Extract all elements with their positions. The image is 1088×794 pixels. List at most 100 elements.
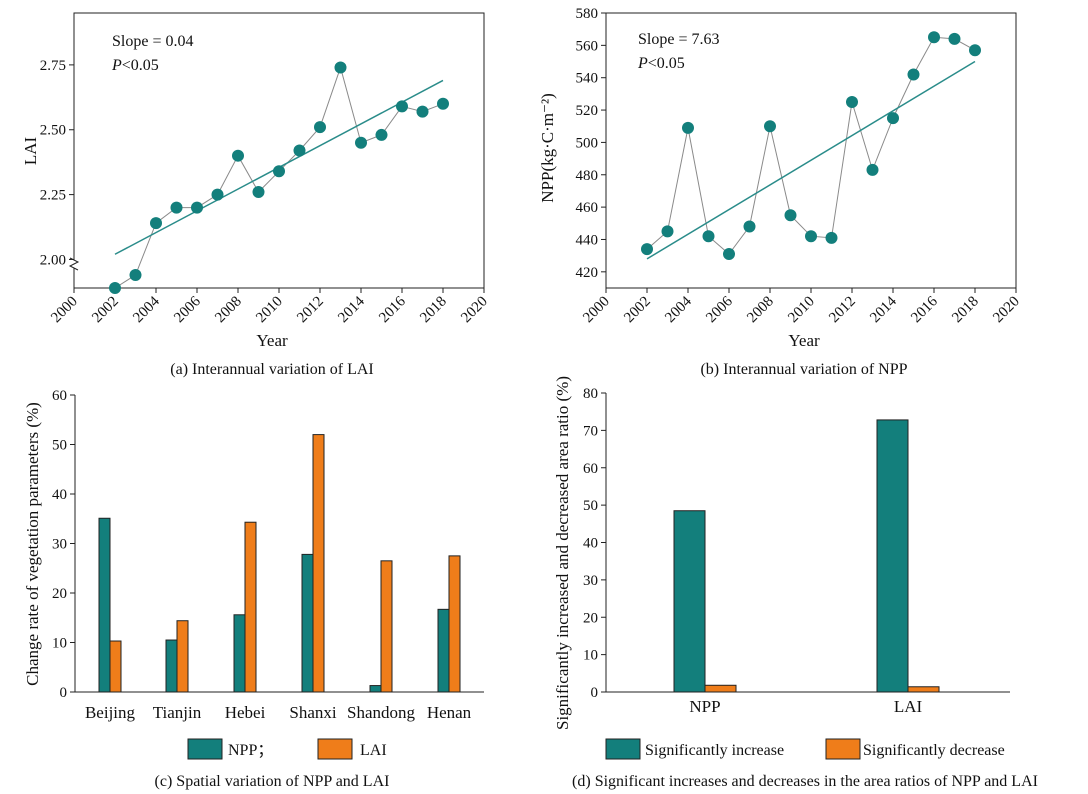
panel-d-ytick-label: 70 (583, 423, 598, 439)
panel-b-data-point (866, 163, 879, 176)
panel-b-xtick-label: 2014 (867, 293, 900, 326)
panel-c-category-label: Shandong (347, 703, 416, 722)
panel-d-ytick-label: 20 (583, 610, 598, 626)
panel-c-ytick-label: 20 (52, 586, 67, 602)
panel-a-data-point (437, 97, 449, 110)
panel-b-xtick-label: 2008 (744, 294, 777, 327)
panel-c-ytick-label: 30 (52, 537, 67, 553)
panel-c-region-bar-chart: Change rate of vegetation parameters (%)… (23, 388, 484, 790)
panel-a-data-point (129, 269, 142, 282)
panel-b-data-point (702, 230, 715, 243)
panel-c-bar-b (244, 521, 257, 693)
panel-c-category-label: Tianjin (153, 703, 202, 722)
panel-b-xtick-label: 2010 (785, 294, 818, 327)
panel-a-xlabel: Year (256, 331, 288, 350)
panel-a-pvalue: P<0.05 (111, 57, 159, 74)
panel-d-bar-b (907, 686, 940, 693)
panel-d-bar-a (673, 510, 706, 693)
panel-c-ytick-label: 60 (52, 388, 67, 404)
panel-b-series-line (646, 36, 976, 255)
panel-d-legend-label-increase: Significantly increase (645, 742, 784, 759)
panel-c-legend-swatch-lai (317, 738, 353, 760)
panel-b-xtick-label: 2000 (580, 294, 613, 327)
panel-b-trend-line (646, 60, 976, 260)
panel-b-ytick-label: 540 (576, 71, 599, 87)
panel-a-data-point (375, 128, 388, 141)
panel-c-category-label: Hebei (225, 703, 266, 722)
panel-b-data-point (928, 31, 940, 44)
panel-c-bar-b (448, 555, 461, 693)
panel-a-caption: (a) Interannual variation of LAI (170, 361, 373, 378)
panel-a-data-point (416, 105, 429, 118)
panel-b-xtick-label: 2016 (908, 293, 941, 326)
panel-b-data-point (723, 248, 735, 261)
panel-d-ytick-label: 80 (583, 386, 598, 402)
panel-c-ytick-label: 0 (60, 685, 68, 701)
panel-c-bar-a (369, 685, 382, 693)
panel-a-data-point (211, 188, 224, 201)
panel-b-data-point (682, 121, 694, 134)
panel-b-ytick-label: 520 (576, 103, 599, 119)
panel-a-data-point (109, 282, 121, 294)
panel-b-ylabel: NPP(kg·C·m⁻²) (538, 93, 557, 202)
panel-a-lai-chart: Slope = 0.04 P<0.05 LAI Year (a) Interan… (21, 12, 491, 378)
panel-a-xtick-label: 2014 (335, 293, 368, 326)
panel-b-ytick-label: 440 (576, 232, 599, 248)
panel-d-category-label: LAI (894, 697, 923, 716)
panel-b-xtick-label: 2006 (703, 293, 736, 326)
panel-c-category-label: Shanxi (289, 703, 337, 722)
panel-a-xtick-label: 2004 (130, 293, 163, 326)
panel-b-data-point (825, 231, 838, 244)
panel-a-plot-frame (73, 12, 485, 289)
panel-b-xtick-label: 2018 (949, 294, 982, 327)
panel-b-pvalue: P<0.05 (637, 55, 685, 72)
panel-b-slope: Slope = 7.63 (638, 31, 719, 48)
panel-c-bar-b (312, 434, 325, 693)
panel-d-ylabel: Significantly increased and decreased ar… (553, 376, 572, 730)
panel-d-ytick-label: 40 (583, 536, 598, 552)
panel-a-data-point (293, 144, 306, 157)
panel-a-data-point (273, 165, 285, 178)
panel-d-bar-b (704, 684, 737, 693)
panel-a-series-line (114, 65, 444, 289)
panel-a-data-point (170, 201, 183, 214)
panel-b-data-point (846, 95, 858, 108)
panel-b-data-point (641, 243, 653, 256)
panel-a-xtick-label: 2008 (212, 294, 245, 327)
panel-a-data-point (150, 217, 162, 230)
panel-d-legend-swatch-decrease (825, 738, 861, 760)
panel-c-bar-b (380, 560, 393, 693)
panel-c-ytick-label: 10 (52, 636, 67, 652)
panel-b-ytick-label: 500 (576, 135, 599, 151)
panel-d-caption: (d) Significant increases and decreases … (572, 773, 1038, 790)
panel-a-xtick-label: 2002 (89, 294, 122, 327)
panel-d-category-label: NPP (689, 697, 720, 716)
panel-c-bar-a (437, 608, 450, 693)
panel-a-xtick-label: 2018 (417, 294, 450, 327)
panel-d-legend-swatch-increase (605, 738, 641, 760)
panel-a-data-point (191, 201, 203, 214)
panel-c-ytick-label: 40 (52, 487, 67, 503)
panel-b-xtick-label: 2012 (826, 294, 859, 327)
panel-a-ytick-label: 2.25 (40, 188, 66, 204)
panel-d-ytick-label: 10 (583, 648, 598, 664)
panel-d-ytick-label: 30 (583, 573, 598, 589)
panel-a-slope: Slope = 0.04 (112, 33, 193, 50)
panel-a-xtick-label: 2012 (294, 294, 327, 327)
panel-a-ytick-label: 2.00 (40, 252, 66, 268)
panel-b-data-point (784, 209, 797, 222)
panel-b-npp-chart: Slope = 7.63 P<0.05 NPP(kg·C·m⁻²) Year (… (538, 6, 1023, 378)
panel-a-data-point (334, 61, 347, 74)
panel-b-ytick-label: 420 (576, 265, 599, 281)
panel-a-ytick-label: 2.75 (40, 58, 66, 74)
panel-c-legend-label-npp: NPP； (228, 742, 273, 759)
panel-a-ylabel: LAI (21, 137, 40, 166)
panel-c-legend-swatch-npp (187, 738, 223, 760)
panel-a-axis-break (68, 257, 80, 271)
panel-b-data-point (743, 220, 756, 233)
panel-b-data-point (907, 68, 920, 81)
panel-b-caption: (b) Interannual variation of NPP (700, 361, 907, 378)
panel-d-ytick-label: 60 (583, 461, 598, 477)
panel-b-xtick-label: 2002 (621, 294, 654, 327)
panel-a-ytick-label: 2.50 (40, 123, 66, 139)
